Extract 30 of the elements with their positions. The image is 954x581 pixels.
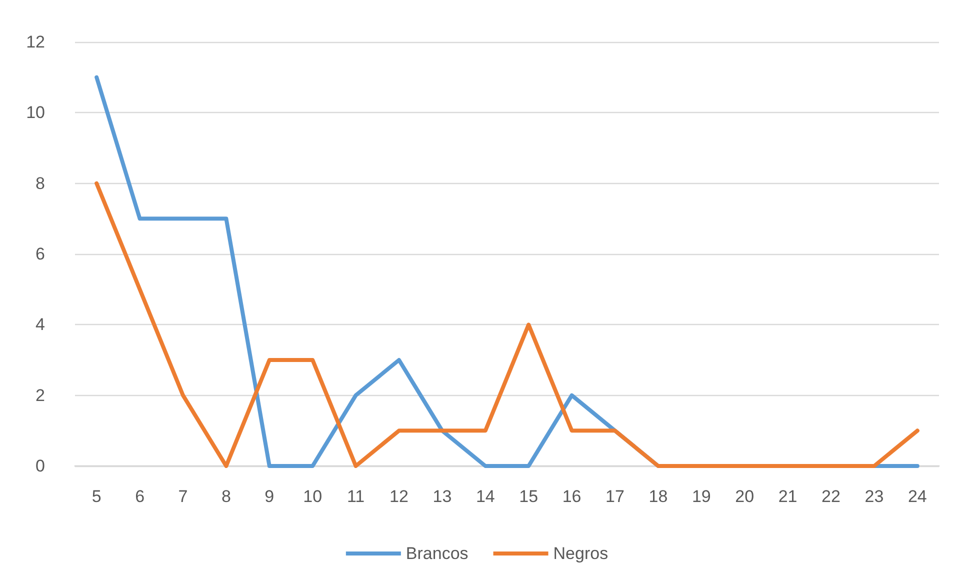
y-tick-label: 6 [36,244,45,264]
x-tick-label: 6 [135,487,145,506]
x-tick-label: 18 [648,487,668,506]
x-tick-label: 10 [303,487,322,506]
x-tick-label: 8 [221,487,231,506]
x-tick-label: 17 [606,487,624,506]
x-tick-label: 16 [562,487,582,506]
x-tick-label: 19 [692,487,711,506]
x-tick-label: 20 [735,487,754,506]
x-tick-label: 11 [346,487,365,506]
x-tick-label: 9 [264,487,274,506]
x-tick-label: 14 [476,487,495,506]
x-tick-label: 23 [864,487,884,506]
x-tick-label: 22 [822,487,840,506]
x-tick-label: 21 [778,487,798,506]
x-tick-label: 13 [432,487,452,506]
y-tick-label: 0 [36,456,45,476]
x-tick-label: 12 [390,487,408,506]
y-tick-label: 2 [36,386,45,405]
legend-label: Negros [553,544,608,563]
x-tick-label: 7 [178,487,188,506]
x-tick-label: 5 [92,487,102,506]
line-series [94,181,920,468]
y-tick-label: 10 [26,103,45,122]
y-tick-label: 4 [36,315,45,334]
y-tick-label: 12 [26,32,45,52]
legend-label: Brancos [406,544,468,563]
x-tick-label: 24 [908,487,927,506]
x-tick-label: 15 [519,487,538,506]
y-tick-label: 8 [36,174,45,193]
